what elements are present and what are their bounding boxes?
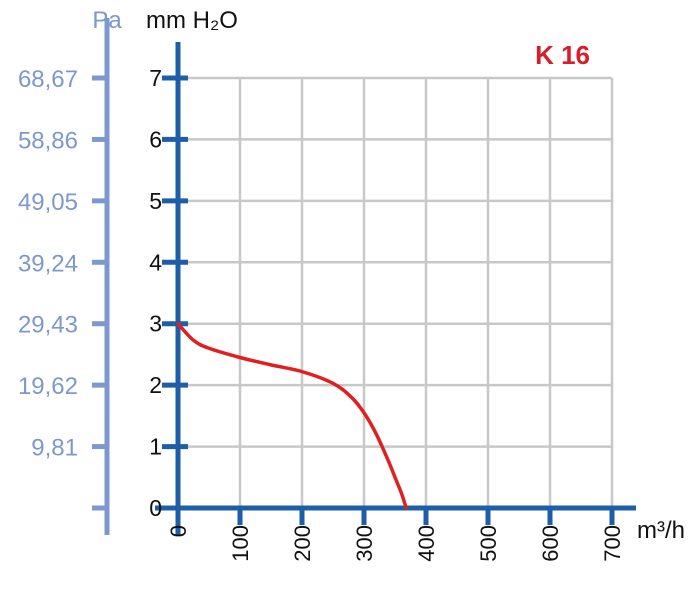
chart-title: K 16 <box>535 40 590 70</box>
x-tick-label: 200 <box>290 525 315 562</box>
x-tick-label: 0 <box>166 525 191 537</box>
x-tick-label: 700 <box>600 525 625 562</box>
grid <box>178 76 614 508</box>
y-tick-label: 3 <box>149 311 162 337</box>
pa-tick-label: 68,67 <box>18 66 78 93</box>
y-tick-label: 7 <box>149 65 162 91</box>
x-tick-label: 500 <box>476 525 501 562</box>
y-tick-label: 4 <box>149 249 162 275</box>
x-tick-label: 600 <box>538 525 563 562</box>
pa-axis-unit: Pa <box>92 7 122 34</box>
y-tick-label: 0 <box>149 495 162 521</box>
pa-tick-label: 9,81 <box>31 435 78 462</box>
x-axis-unit: m³/h <box>637 517 685 544</box>
pa-tick-label: 19,62 <box>18 373 78 400</box>
y-tick-label: 2 <box>149 372 162 398</box>
x-tick-label: 300 <box>352 525 377 562</box>
pa-tick-label: 29,43 <box>18 312 78 339</box>
pa-tick-group: 9,81 19,62 29,43 39,24 49,05 58,86 68,67 <box>18 66 107 511</box>
y-tick-label: 1 <box>149 434 162 460</box>
pa-tick-label: 49,05 <box>18 189 78 216</box>
pa-tick-label: 58,86 <box>18 127 78 154</box>
pa-tick-label: 39,24 <box>18 250 78 277</box>
x-tick-label: 400 <box>414 525 439 562</box>
y-tick-label: 5 <box>149 188 162 214</box>
x-tick-label: 100 <box>228 525 253 562</box>
y-tick-label: 6 <box>149 126 162 152</box>
y-axis-unit: mm H₂O <box>146 7 238 34</box>
series-line <box>176 321 408 510</box>
x-tick-group: 0 100 200 300 400 500 600 700 <box>166 508 625 562</box>
y-tick-group: 0 1 2 3 4 5 6 7 <box>149 65 188 521</box>
